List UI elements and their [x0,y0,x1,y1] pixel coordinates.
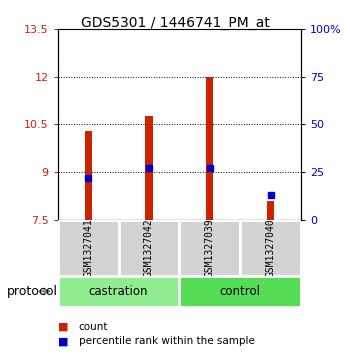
Text: castration: castration [89,285,148,298]
Bar [58,220,119,276]
Text: GSM1327040: GSM1327040 [266,219,275,277]
Bar [179,220,240,276]
Text: ■: ■ [58,322,68,332]
Bar [145,117,153,220]
Text: GSM1327041: GSM1327041 [83,219,93,277]
Bar [84,131,92,220]
Text: percentile rank within the sample: percentile rank within the sample [79,336,255,346]
Text: GSM1327042: GSM1327042 [144,219,154,277]
Bar [119,220,179,276]
Bar [206,77,213,220]
Text: control: control [220,285,261,298]
Text: count: count [79,322,108,332]
Text: ■: ■ [58,336,68,346]
Bar [58,276,179,307]
Text: protocol: protocol [7,285,58,298]
Bar [179,276,301,307]
Bar [240,220,301,276]
Bar [267,200,274,220]
Text: GDS5301 / 1446741_PM_at: GDS5301 / 1446741_PM_at [80,16,270,30]
Text: GSM1327039: GSM1327039 [205,219,215,277]
